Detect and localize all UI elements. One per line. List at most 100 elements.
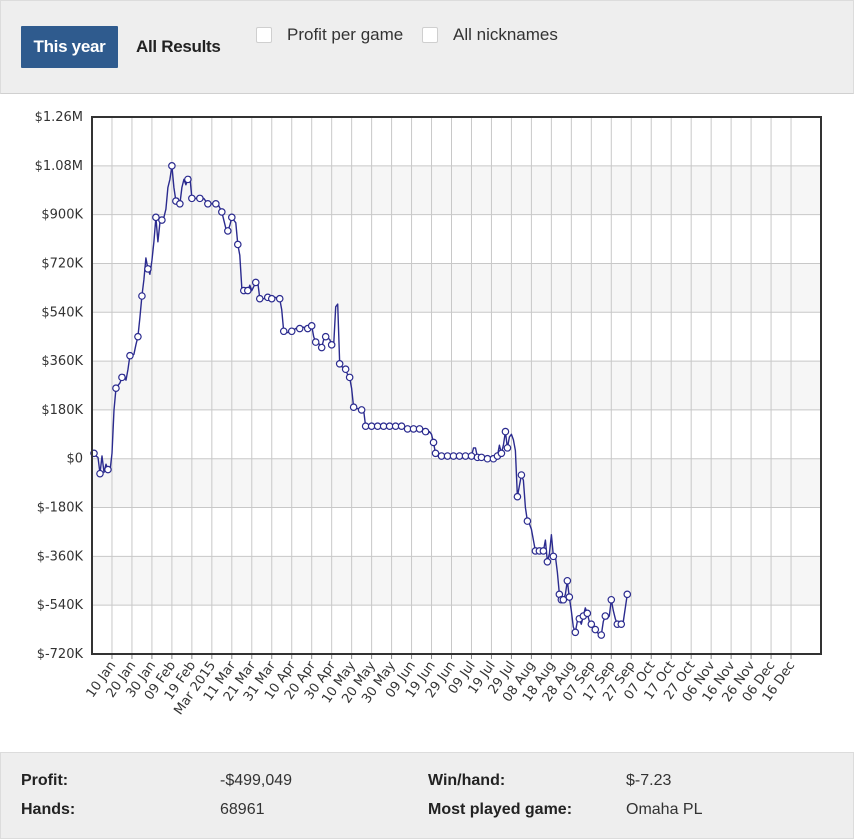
data-point <box>96 469 104 478</box>
data-point <box>255 294 264 303</box>
tab-all-results[interactable]: All Results <box>136 37 221 56</box>
data-point <box>287 327 296 336</box>
data-point <box>267 294 276 303</box>
summary-footer: Profit: -$499,049 Win/hand: $-7.23 Hands… <box>0 752 854 839</box>
winhand-label: Win/hand: <box>428 772 506 789</box>
data-point <box>349 403 358 411</box>
data-point <box>513 492 522 501</box>
data-point <box>228 213 236 222</box>
data-point <box>601 612 610 620</box>
toolbar: This year All Results Profit per game Al… <box>0 0 854 94</box>
plot-band <box>92 361 821 410</box>
data-point <box>118 373 126 382</box>
data-point <box>607 595 616 604</box>
data-point <box>295 324 304 333</box>
data-point <box>523 517 532 525</box>
data-point <box>397 422 406 430</box>
all-nicknames-checkbox[interactable] <box>422 27 438 43</box>
data-point <box>112 384 120 393</box>
data-point <box>126 351 134 360</box>
profit-per-game-checkbox[interactable] <box>256 27 272 43</box>
data-point <box>196 194 204 203</box>
data-point <box>317 343 326 352</box>
y-tick-label: $720K <box>41 256 83 271</box>
data-point <box>184 175 192 184</box>
data-point <box>212 199 220 208</box>
data-point <box>144 265 152 273</box>
all-nicknames-option[interactable]: All nicknames <box>422 25 558 45</box>
data-point <box>583 609 592 618</box>
data-point <box>429 438 438 447</box>
data-point <box>503 444 512 452</box>
profit-chart: $1.26M $1.08M $900K $720K $540K $360K $180K $0 $… <box>0 93 854 753</box>
data-point <box>341 365 350 374</box>
data-point <box>497 449 506 458</box>
data-point <box>591 625 600 634</box>
data-point <box>549 552 558 561</box>
y-tick-label: $540K <box>41 305 83 320</box>
data-point <box>467 452 476 460</box>
data-point <box>188 194 196 203</box>
y-tick-label: $360K <box>41 354 83 369</box>
data-point <box>563 576 572 585</box>
y-tick-label: $-360K <box>37 549 84 564</box>
plot-band <box>92 556 821 606</box>
data-point <box>279 327 288 336</box>
data-point <box>517 471 526 479</box>
data-point <box>224 227 232 235</box>
data-point <box>477 453 486 462</box>
profit-per-game-option[interactable]: Profit per game <box>256 25 403 45</box>
data-point <box>168 162 176 170</box>
most-played-label: Most played game: <box>428 801 573 818</box>
y-tick-label: $1.26M <box>35 110 83 125</box>
all-nicknames-label: All nicknames <box>453 25 558 44</box>
data-point <box>335 360 344 368</box>
y-tick-label: $-180K <box>37 501 84 516</box>
data-point <box>597 631 606 639</box>
data-point <box>138 292 146 300</box>
data-point <box>421 427 430 436</box>
data-point <box>243 286 252 295</box>
data-point <box>571 628 580 637</box>
data-point <box>134 332 142 341</box>
profit-label: Profit: <box>21 772 69 789</box>
y-tick-label: $900K <box>41 208 83 223</box>
data-point <box>345 373 354 382</box>
data-point <box>431 449 440 458</box>
data-point <box>204 199 212 208</box>
plot-band <box>92 263 821 313</box>
data-point <box>176 199 184 208</box>
data-point <box>587 620 596 628</box>
data-point <box>321 332 330 341</box>
data-point <box>501 427 510 436</box>
profit-per-game-label: Profit per game <box>287 25 404 44</box>
data-point <box>539 547 548 555</box>
plot-border <box>91 116 822 655</box>
data-point <box>357 406 366 414</box>
y-tick-label: $1.08M <box>35 159 83 174</box>
tab-this-year[interactable]: This year <box>21 26 118 68</box>
plot-band <box>92 458 821 508</box>
y-tick-label: $0 <box>66 452 83 467</box>
data-point <box>565 593 574 601</box>
y-tick-label: $-720K <box>37 647 84 662</box>
data-point <box>251 278 260 287</box>
data-point <box>415 425 424 433</box>
profit-value: -$499,049 <box>220 772 293 789</box>
data-point <box>152 213 160 222</box>
data-point <box>104 465 112 474</box>
winhand-value: $-7.23 <box>626 772 672 789</box>
profit-chart-svg: $1.26M $1.08M $900K $720K $540K $360K $180K $0 $… <box>35 110 822 718</box>
data-point <box>617 620 626 628</box>
data-point <box>559 595 568 604</box>
data-point <box>543 557 552 566</box>
data-point <box>307 322 316 330</box>
data-point <box>311 338 320 346</box>
y-tick-label: $-540K <box>37 598 84 613</box>
data-point <box>158 216 166 224</box>
data-point <box>218 208 226 216</box>
data-point <box>623 590 632 599</box>
data-point <box>327 341 336 349</box>
y-tick-label: $180K <box>41 403 83 418</box>
data-point <box>275 294 284 303</box>
